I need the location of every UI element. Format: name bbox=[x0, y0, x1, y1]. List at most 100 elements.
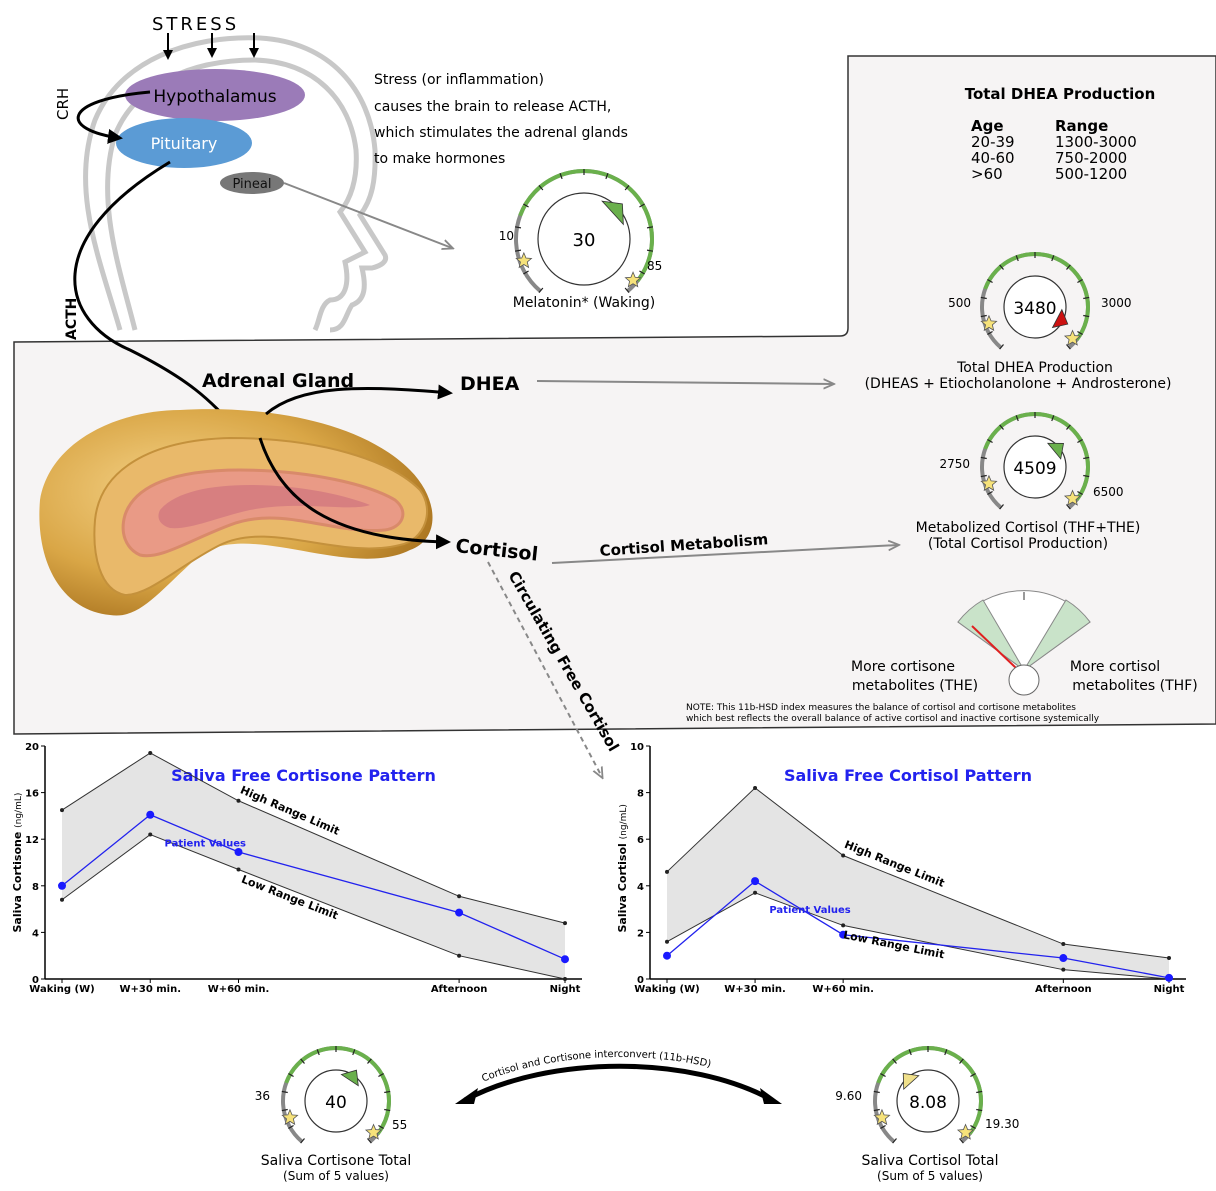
gauge-high-star-icon bbox=[956, 1123, 975, 1140]
melatonin-low: 10 bbox=[499, 229, 514, 243]
hsd-right-label-2: metabolites (THF) bbox=[1072, 678, 1197, 694]
gauge-tick bbox=[639, 203, 645, 208]
description-line: causes the brain to release ACTH, bbox=[374, 99, 611, 115]
hsd-left-label-1: More cortisone bbox=[851, 659, 955, 675]
gauge-tick bbox=[281, 1108, 288, 1112]
patient-value-point bbox=[1165, 973, 1173, 982]
gauge-tick bbox=[980, 314, 987, 318]
gauge-tick bbox=[1083, 456, 1090, 460]
cortisone-pattern-chart: 0 4 8 12 16 20 Waking (W) W+30 min. W+60 min. Aft… bbox=[11, 742, 582, 995]
patient-values-label: Patient Values bbox=[165, 839, 246, 850]
y-tick-label: 8 bbox=[32, 882, 39, 893]
dhea-age: >60 bbox=[971, 165, 1003, 183]
gauge-tick bbox=[605, 173, 609, 180]
x-tick-label: W+30 min. bbox=[724, 984, 786, 995]
gauge-normal-range-arc bbox=[518, 169, 654, 283]
gauge-tick bbox=[1083, 474, 1090, 478]
low-range-line-point bbox=[665, 939, 669, 944]
gauge-tick bbox=[352, 1049, 356, 1056]
dhea-range: 750-2000 bbox=[1055, 149, 1127, 167]
y-axis-unit: (ng/mL) bbox=[619, 804, 629, 839]
gauge-tick bbox=[1066, 424, 1071, 430]
gauge-needle bbox=[1051, 308, 1069, 329]
panel-background bbox=[13, 55, 1216, 735]
gauge-tick bbox=[944, 1049, 948, 1056]
gauge-normal-range-arc bbox=[284, 1046, 391, 1135]
gauge-center-circle bbox=[896, 1069, 960, 1133]
high-range-line-point bbox=[148, 750, 153, 755]
interconvert-arrowhead-left bbox=[455, 1088, 478, 1104]
chart-title: Saliva Free Cortisol Pattern bbox=[784, 766, 1032, 785]
gauge-tick bbox=[999, 264, 1004, 270]
gauge-tick bbox=[987, 278, 993, 284]
pituitary-label: Pituitary bbox=[151, 134, 218, 153]
low-range-line-point bbox=[753, 890, 758, 895]
dhea-table-rows: 20-39 1300-3000 40-60 750-2000 >60 500-1… bbox=[971, 133, 1137, 183]
description-line: to make hormones bbox=[374, 151, 505, 167]
gauge-tick bbox=[1015, 415, 1019, 422]
cortisol-total-value: 8.08 bbox=[909, 1093, 947, 1113]
gauge-center-circle bbox=[1003, 275, 1067, 339]
gauge-center-circle bbox=[1003, 435, 1067, 499]
gauge-high-star-icon bbox=[1063, 329, 1082, 346]
low-range-line-point bbox=[1061, 967, 1066, 972]
melatonin-value: 30 bbox=[573, 230, 596, 251]
gauge-low-star-icon bbox=[980, 474, 998, 492]
high-range-line-point bbox=[457, 894, 462, 899]
x-tick-label: Waking (W) bbox=[634, 984, 699, 995]
y-tick-label: 16 bbox=[25, 789, 39, 800]
low-range-line-point bbox=[457, 953, 462, 958]
gauge-tick bbox=[908, 1049, 912, 1056]
normal-range-band bbox=[667, 787, 1169, 979]
gauge-tick bbox=[646, 226, 654, 229]
high-range-line-point bbox=[563, 921, 567, 926]
gauge-tick bbox=[880, 1072, 886, 1078]
gauge-tick bbox=[646, 249, 654, 252]
dhea-gauge-subcaption: (DHEAS + Etiocholanolone + Androsterone) bbox=[865, 376, 1172, 392]
y-tick-label: 6 bbox=[637, 835, 644, 846]
hsd-left-label-2: metabolites (THE) bbox=[852, 678, 978, 694]
dhea-arrow bbox=[265, 384, 453, 416]
normal-range-band bbox=[62, 752, 565, 979]
gauge-low-star-icon bbox=[873, 1108, 891, 1126]
cortisol-total-high: 19.30 bbox=[985, 1117, 1019, 1131]
patient-value-point bbox=[1059, 954, 1068, 963]
cortisol-arrow bbox=[258, 437, 451, 550]
patient-value-point bbox=[561, 955, 569, 964]
patient-value-point bbox=[146, 810, 155, 819]
metabolized-cortisol-subcaption: (Total Cortisol Production) bbox=[928, 536, 1108, 552]
gauge-tick bbox=[1015, 255, 1019, 262]
y-tick-label: 4 bbox=[32, 928, 39, 939]
gauge-tick bbox=[987, 330, 993, 336]
dhea-gauge bbox=[980, 251, 1091, 350]
gauge-tick bbox=[523, 203, 529, 208]
circulating-arrow bbox=[487, 561, 602, 777]
gauge-normal-range-arc bbox=[876, 1046, 983, 1135]
patient-value-point bbox=[663, 951, 671, 960]
cortisone-total-low: 36 bbox=[255, 1089, 270, 1103]
gauge-tick bbox=[316, 1049, 320, 1056]
gauge-tick bbox=[281, 1090, 288, 1094]
dhea-age: 40-60 bbox=[971, 149, 1015, 167]
pineal-shape bbox=[220, 172, 284, 194]
gauge-tick bbox=[1077, 490, 1083, 496]
gauge-tick bbox=[976, 1108, 983, 1112]
high-range-line-point bbox=[1167, 956, 1171, 961]
cortisone-total-caption: Saliva Cortisone Total bbox=[261, 1153, 412, 1169]
gauge-tick bbox=[987, 490, 993, 496]
gauge-tick bbox=[384, 1090, 391, 1094]
gauge-tick bbox=[970, 1072, 976, 1078]
pineal-arrow bbox=[283, 182, 452, 248]
gauge-tick bbox=[959, 1058, 964, 1064]
gauge-tick bbox=[639, 270, 645, 275]
gauge-tick bbox=[1077, 330, 1083, 336]
adrenal-gland-illustration bbox=[39, 409, 433, 616]
metabolized-cortisol-gauge bbox=[980, 411, 1091, 510]
gauge-tick bbox=[999, 424, 1004, 430]
cortisone-total-gauge bbox=[281, 1046, 391, 1144]
gauge-high-star-icon bbox=[624, 271, 642, 288]
stress-label: STRESS bbox=[152, 14, 239, 35]
gauge-tick bbox=[288, 1072, 294, 1078]
gauge-needle bbox=[601, 200, 624, 226]
gauge-tick bbox=[880, 1124, 886, 1130]
